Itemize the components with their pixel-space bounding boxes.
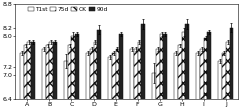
Bar [64,61,68,109]
Bar [222,53,226,109]
Bar [24,45,27,109]
Bar [116,49,119,109]
Bar [152,73,156,109]
Bar [200,49,204,109]
Bar [229,28,233,109]
Bar [72,36,75,109]
Bar [46,45,49,109]
Bar [75,34,79,109]
Bar [94,42,97,109]
Bar [186,24,189,109]
Bar [86,53,90,109]
Bar [27,42,31,109]
Bar [31,42,35,109]
Bar [20,53,24,109]
Bar [130,49,134,109]
Bar [182,32,186,109]
Bar [53,42,57,109]
Bar [68,45,72,109]
Bar [204,38,208,109]
Bar [97,30,101,109]
Bar [108,57,112,109]
Bar [226,42,229,109]
Legend: T1st, 75d, CK, 90d: T1st, 75d, CK, 90d [27,6,108,12]
Bar [112,53,116,109]
Bar [196,53,200,109]
Bar [42,49,46,109]
Bar [134,49,138,109]
Bar [160,34,163,109]
Bar [49,42,53,109]
Bar [138,42,141,109]
Bar [156,49,160,109]
Bar [141,24,145,109]
Bar [218,61,222,109]
Bar [178,45,182,109]
Bar [119,34,123,109]
Bar [208,32,211,109]
Bar [174,53,178,109]
Bar [163,34,167,109]
Bar [90,49,94,109]
